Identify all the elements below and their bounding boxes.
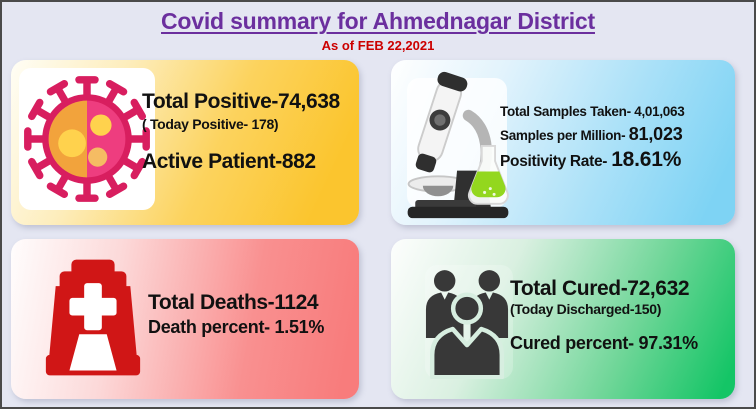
page-subtitle: As of FEB 22,2021 (321, 38, 435, 53)
samples-per-million-value: 81,023 (628, 123, 683, 144)
positivity-rate-line: Positivity Rate- 18.61% (500, 148, 684, 172)
positive-text-block: Total Positive-74,638 ( Today Positive- … (142, 90, 340, 174)
samples-per-million-line: Samples per Million- 81,023 (500, 124, 684, 145)
people-group-icon (425, 270, 509, 379)
positivity-rate-label: Positivity Rate- (500, 153, 608, 171)
total-cured-value: Total Cured-72,632 (510, 277, 690, 300)
total-positive-value: Total Positive-74,638 (142, 90, 340, 113)
positivity-rate-value: 18.61% (611, 148, 682, 172)
today-discharged-value: (Today Discharged-150) (510, 301, 662, 318)
cured-text-block: Total Cured-72,632 (Today Discharged-150… (510, 277, 698, 354)
cured-percent-value: Cured percent- 97.31% (510, 333, 698, 354)
microscope-icon (407, 71, 509, 219)
samples-per-million-label: Samples per Million- (500, 127, 626, 143)
total-samples-line: Total Samples Taken- 4,01,063 (500, 104, 685, 120)
total-deaths-value: Total Deaths-1124 (148, 291, 319, 314)
page-title: Covid summary for Ahmednagar District (161, 8, 595, 34)
today-positive-value: ( Today Positive- 178) (142, 116, 279, 133)
active-patient-value: Active Patient-882 (142, 150, 316, 174)
virus-icon (24, 76, 150, 202)
samples-text-block: Total Samples Taken- 4,01,063 Samples pe… (500, 104, 685, 176)
death-percent-value: Death percent- 1.51% (148, 317, 325, 338)
card-deaths: Total Deaths-1124 Death percent- 1.51% (11, 239, 359, 399)
card-cured: Total Cured-72,632 (Today Discharged-150… (391, 239, 735, 399)
tombstone-icon (45, 259, 141, 376)
card-total-positive: Total Positive-74,638 ( Today Positive- … (11, 60, 359, 225)
total-samples-label: Total Samples Taken- (500, 104, 631, 119)
card-samples: Total Samples Taken- 4,01,063 Samples pe… (391, 60, 735, 225)
total-samples-value: 4,01,063 (634, 104, 685, 119)
deaths-text-block: Total Deaths-1124 Death percent- 1.51% (148, 291, 324, 338)
